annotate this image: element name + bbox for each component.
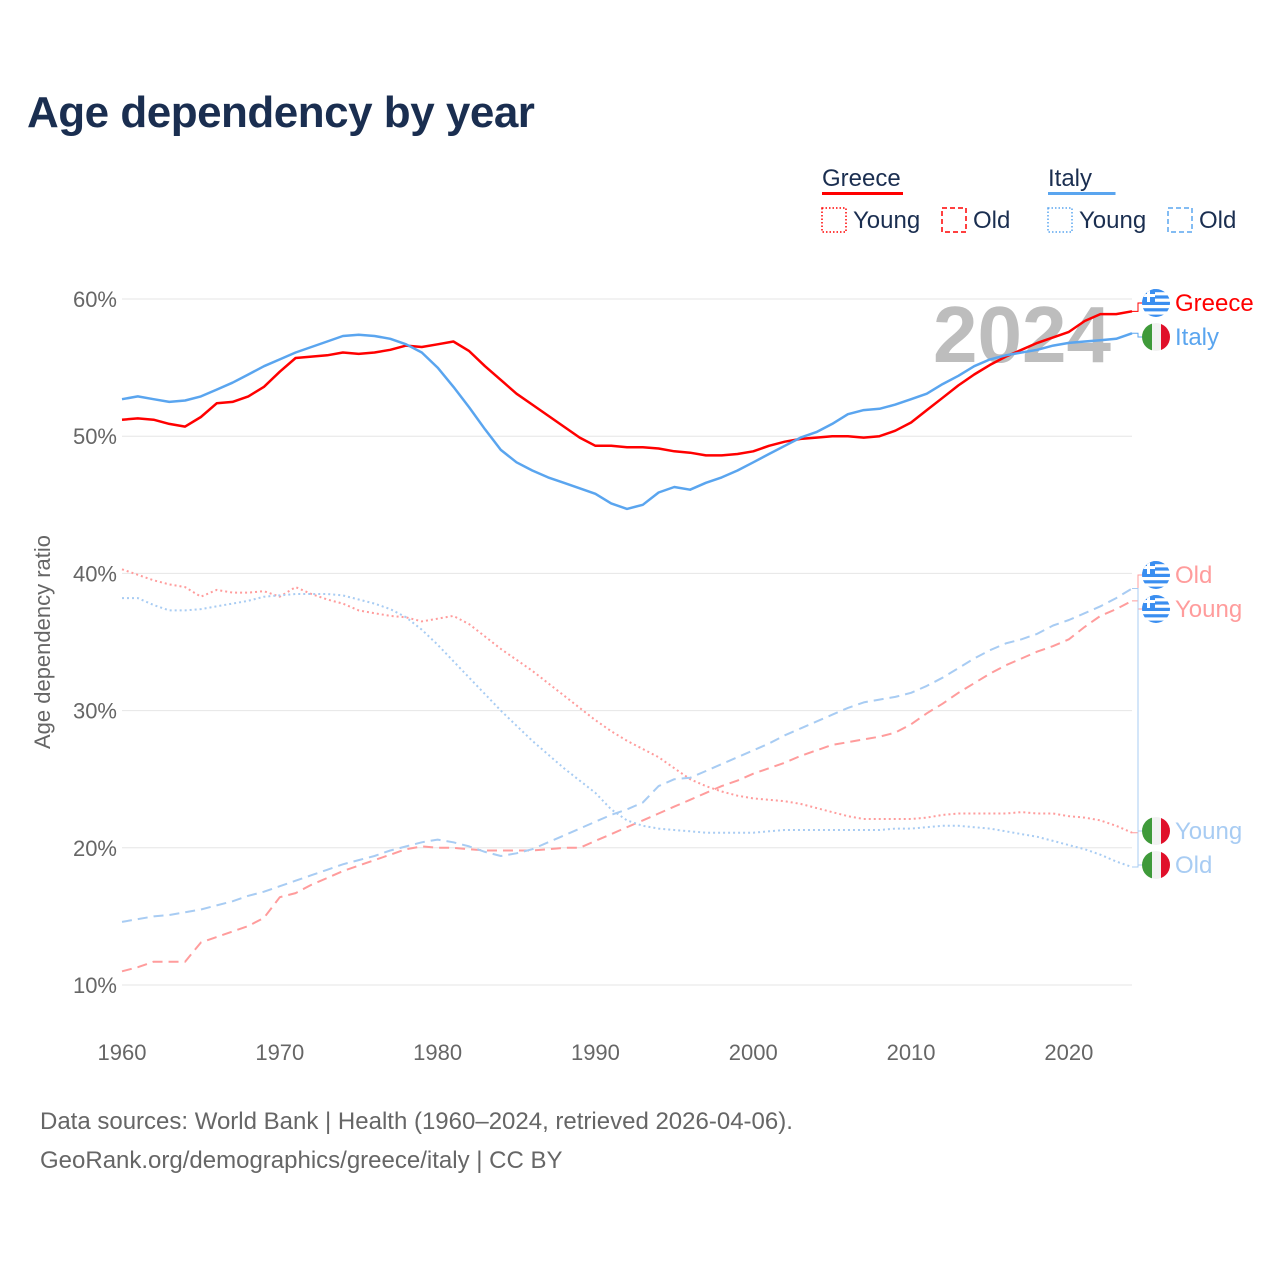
label-connector xyxy=(1132,332,1144,338)
x-tick-label: 2000 xyxy=(729,1040,778,1065)
legend-group-italy: Italy xyxy=(1048,165,1092,192)
series-line-greece xyxy=(121,310,1133,457)
x-tick-label: 2020 xyxy=(1044,1040,1093,1065)
end-label: Greece xyxy=(1175,290,1254,317)
y-tick-label: 60% xyxy=(73,287,117,312)
greece-flag-icon xyxy=(1142,561,1170,589)
legend-swatch-dotted xyxy=(821,207,847,233)
end-label: Old xyxy=(1175,562,1212,589)
end-label: Young xyxy=(1175,596,1242,623)
label-connector xyxy=(1132,587,1144,866)
y-tick-label: 50% xyxy=(73,424,117,449)
label-connector xyxy=(1132,574,1144,602)
italy-flag-icon xyxy=(1142,817,1170,845)
legend-item-old: Old xyxy=(973,207,1010,234)
series-line-italy xyxy=(121,332,1133,511)
legend-group-greece: Greece xyxy=(822,165,901,192)
greece-flag-icon xyxy=(1142,289,1170,317)
greece-flag-icon xyxy=(1142,595,1170,623)
x-tick-label: 1980 xyxy=(413,1040,462,1065)
legend-item-young: Young xyxy=(853,207,920,234)
end-label: Young xyxy=(1175,818,1242,845)
data-source-text: Data sources: World Bank | Health (1960–… xyxy=(40,1108,793,1135)
year-watermark: 2024 xyxy=(933,290,1111,379)
y-axis-label: Age dependency ratio xyxy=(30,535,55,749)
x-tick-label: 1970 xyxy=(255,1040,304,1065)
y-tick-label: 10% xyxy=(73,973,117,998)
series-line-italy-young xyxy=(122,593,1133,868)
chart-title: Age dependency by year xyxy=(27,88,535,137)
legend-group-underline xyxy=(1048,192,1116,195)
y-tick-label: 30% xyxy=(73,699,117,724)
x-tick-label: 1960 xyxy=(98,1040,147,1065)
label-connector xyxy=(1132,302,1144,312)
legend-item-old: Old xyxy=(1199,207,1236,234)
italy-flag-icon xyxy=(1142,323,1170,351)
end-label: Old xyxy=(1175,852,1212,879)
y-tick-label: 40% xyxy=(73,561,117,586)
x-tick-label: 1990 xyxy=(571,1040,620,1065)
series-line-italy-old xyxy=(121,587,1133,923)
end-label: Italy xyxy=(1175,324,1219,351)
x-tick-label: 2010 xyxy=(887,1040,936,1065)
y-tick-label: 20% xyxy=(73,836,117,861)
series-line-greece-old xyxy=(121,599,1133,973)
italy-flag-icon xyxy=(1142,851,1170,879)
legend-swatch-dashed xyxy=(941,207,967,233)
legend-swatch-dotted xyxy=(1047,207,1073,233)
attribution-link[interactable]: GeoRank.org/demographics/greece/italy | … xyxy=(40,1147,563,1174)
legend-swatch-dashed xyxy=(1167,207,1193,233)
legend-group-underline xyxy=(822,192,903,195)
series-line-greece-young xyxy=(121,568,1133,834)
legend-item-young: Young xyxy=(1079,207,1146,234)
